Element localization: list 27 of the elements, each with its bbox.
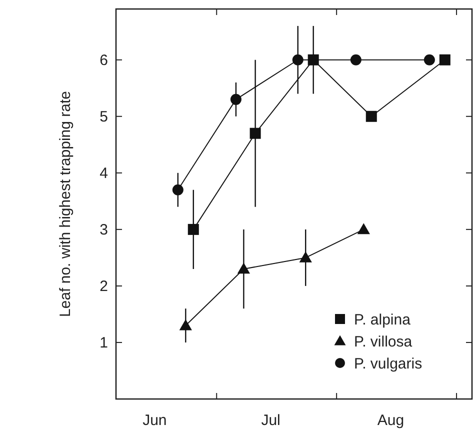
y-axis-title: Leaf no. with highest trapping rate [57,91,74,317]
point [250,128,261,139]
x-tick-label: Jun [142,412,167,429]
x-tick-label: Jul [261,412,280,429]
point [237,262,250,274]
point [172,184,184,196]
point [179,319,192,330]
y-tick-label: 5 [100,108,108,126]
y-tick-label: 2 [100,278,108,296]
legend-label: P. villosa [354,333,413,350]
legend-label: P. vulgaris [354,355,422,372]
y-tick-label: 4 [100,165,108,182]
point [439,54,450,66]
point [350,54,362,66]
point [292,54,304,66]
point [357,223,370,234]
point [299,251,312,262]
y-tick-label: 1 [100,334,108,352]
y-tick-label: 3 [100,222,108,239]
point [308,54,319,66]
point [424,54,435,66]
point [188,224,199,235]
x-tick-label: Aug [377,412,404,429]
legend-label: P. alpina [354,311,412,328]
point [366,110,377,122]
y-tick-label: 6 [100,52,108,70]
point [230,94,242,105]
